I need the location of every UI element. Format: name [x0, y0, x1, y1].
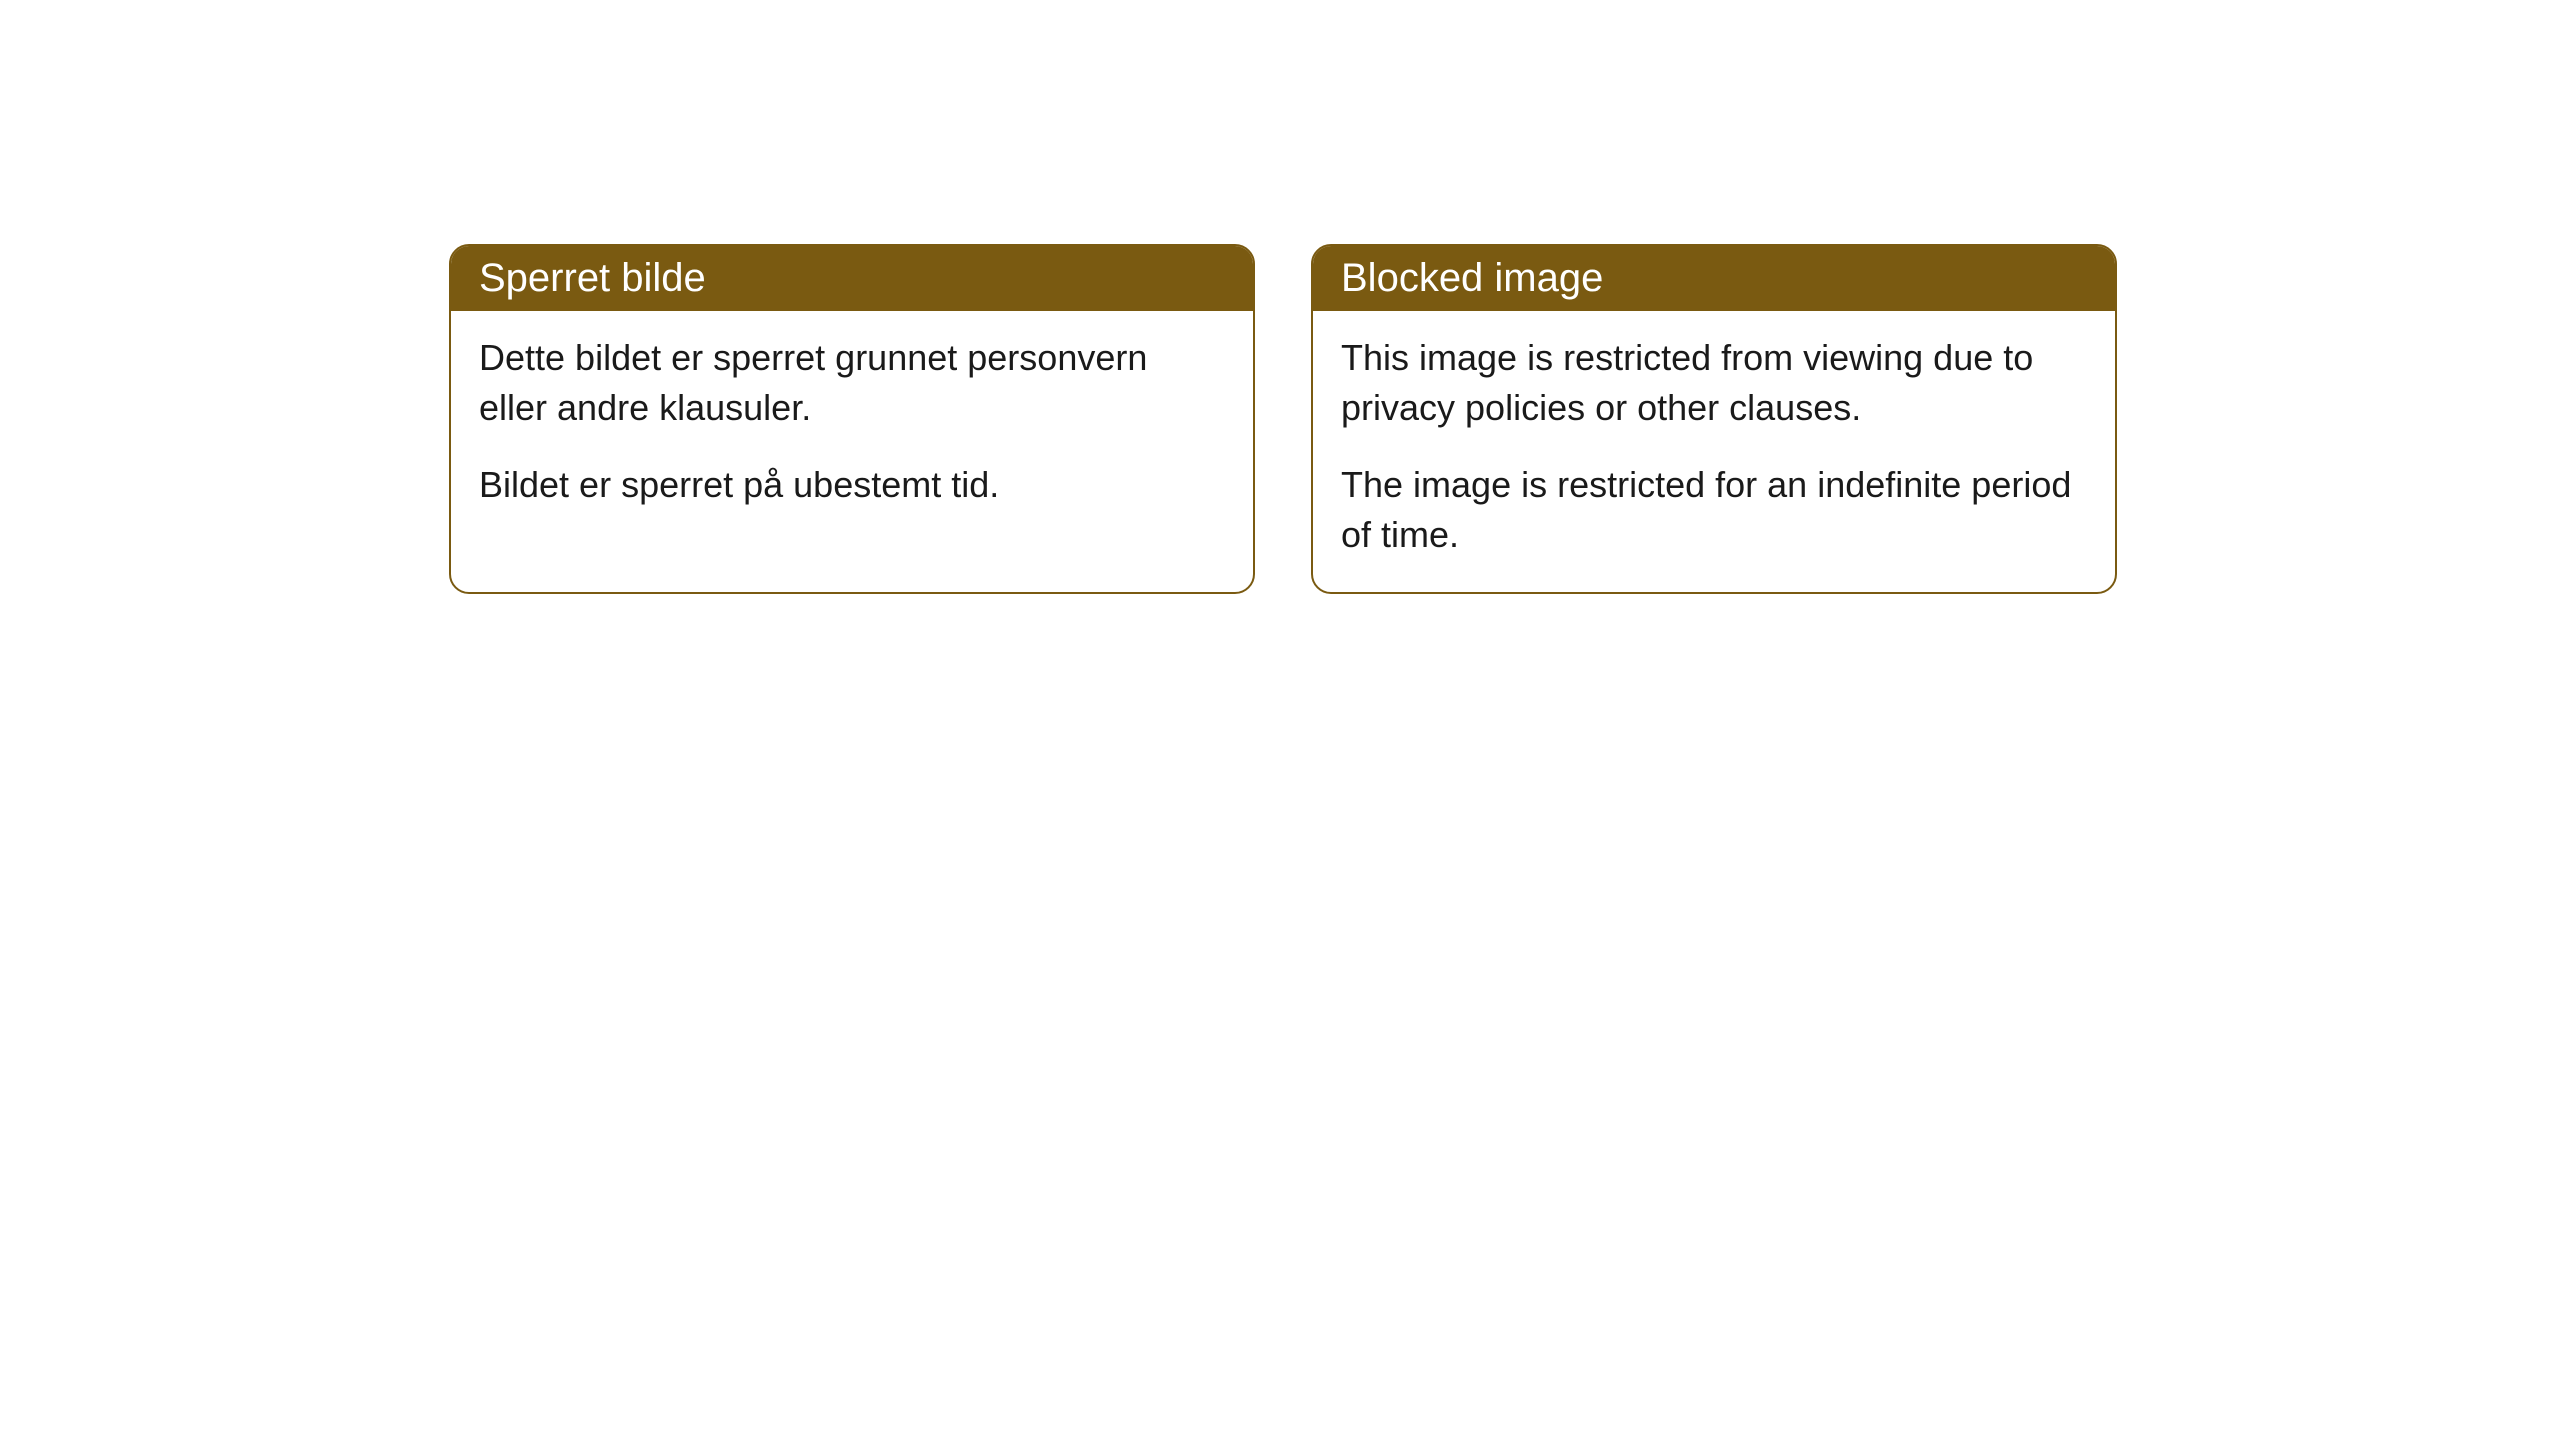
- card-title: Sperret bilde: [479, 256, 706, 300]
- card-paragraph: This image is restricted from viewing du…: [1341, 333, 2087, 432]
- card-body-norwegian: Dette bildet er sperret grunnet personve…: [451, 311, 1253, 542]
- notice-card-english: Blocked image This image is restricted f…: [1311, 244, 2117, 594]
- card-body-english: This image is restricted from viewing du…: [1313, 311, 2115, 592]
- notice-cards-container: Sperret bilde Dette bildet er sperret gr…: [449, 244, 2117, 594]
- card-header-norwegian: Sperret bilde: [451, 246, 1253, 311]
- notice-card-norwegian: Sperret bilde Dette bildet er sperret gr…: [449, 244, 1255, 594]
- card-paragraph: Dette bildet er sperret grunnet personve…: [479, 333, 1225, 432]
- card-header-english: Blocked image: [1313, 246, 2115, 311]
- card-title: Blocked image: [1341, 256, 1603, 300]
- card-paragraph: Bildet er sperret på ubestemt tid.: [479, 460, 1225, 510]
- card-paragraph: The image is restricted for an indefinit…: [1341, 460, 2087, 559]
